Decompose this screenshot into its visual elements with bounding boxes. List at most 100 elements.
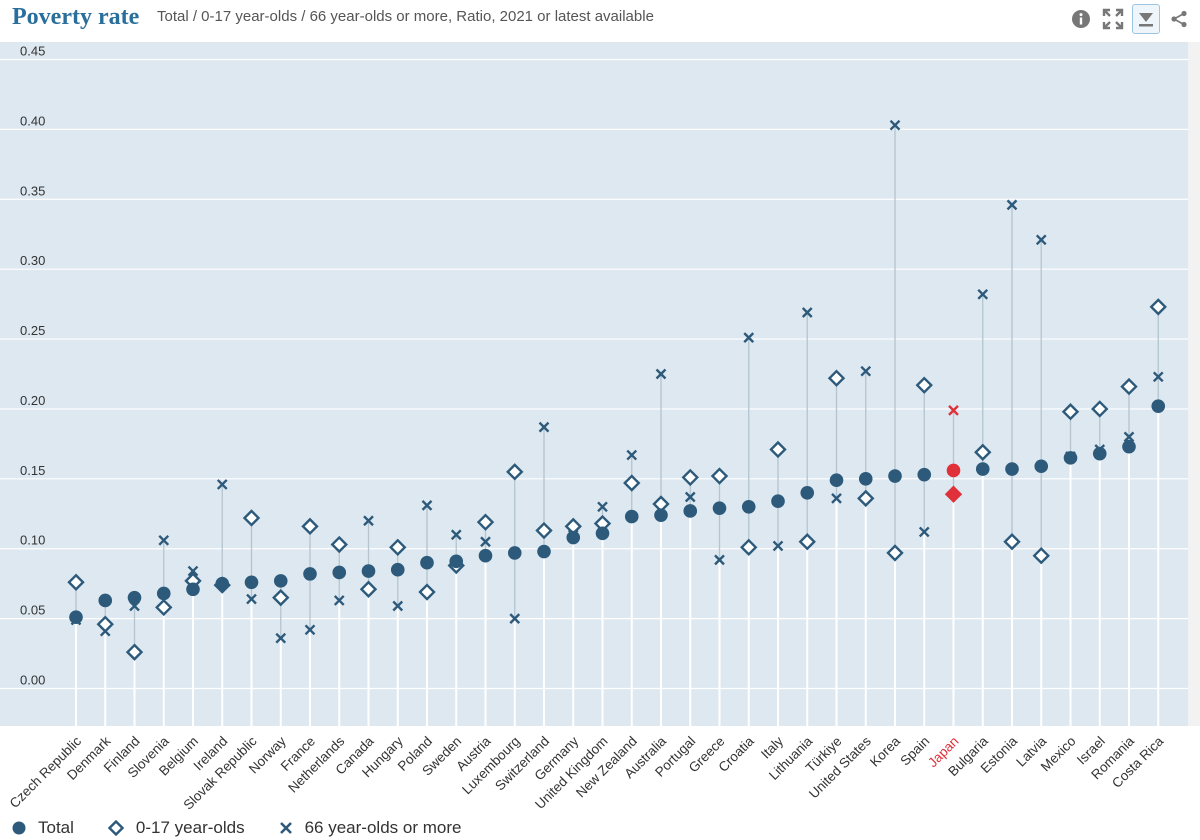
point-total-sweden [449,554,464,569]
point-66-year-olds-estonia [1006,199,1018,211]
point-total-portugal [683,504,698,518]
chart-legend: Total 0-17 year-olds 66 year-olds or mor… [12,818,495,838]
point-total-belgium [186,582,200,597]
point-66-year-olds-slovenia [158,534,170,546]
point-66-year-olds-netherlands [333,595,345,606]
fullscreen-icon[interactable] [1100,5,1126,33]
point-0-17-year-olds-korea [886,544,904,562]
point-0-17-year-olds-hungary [389,538,407,557]
point-0-17-year-olds-slovenia [155,598,173,617]
point-total-united-kingdom [595,526,610,541]
share-icon[interactable] [1166,5,1192,33]
x-tick-label-spain: Spain [897,734,932,769]
point-total-israel [1092,446,1107,461]
point-total-hungary [390,562,405,577]
chart-subtitle: Total / 0-17 year-olds / 66 year-olds or… [157,8,654,25]
point-0-17-year-olds-canada [359,580,378,598]
point-0-17-year-olds-new-zealand [623,474,641,492]
point-66-year-olds-united-kingdom [597,501,608,513]
point-0-17-year-olds-portugal [681,468,699,487]
download-icon[interactable] [1132,4,1160,34]
point-66-year-olds-spain [918,526,930,538]
point-66-year-olds-portugal [684,491,696,503]
point-0-17-year-olds-italy [769,440,787,459]
point-0-17-year-olds-spain [915,376,933,394]
point-66-year-olds-belgium [187,565,199,577]
point-total-romania [1122,439,1136,454]
point-66-year-olds-australia [655,368,667,380]
point-total-japan [946,463,961,478]
toolbar [1068,4,1192,34]
plot-area [0,42,1188,726]
point-66-year-olds-greece [714,554,725,566]
scrollbar-track [1188,42,1200,726]
point-total-austria [478,548,493,563]
point-0-17-year-olds-norway [272,588,290,607]
point-66-year-olds-hungary [392,600,404,612]
legend-label-66-year-olds: 66 year-olds or more [304,818,462,837]
point-total-korea [888,469,902,483]
point-total-netherlands [332,565,347,580]
point-66-year-olds-romania [1123,431,1135,443]
y-tick-label: 0.35 [20,183,45,198]
point-0-17-year-olds-japan [944,485,963,503]
point-total-poland [420,555,434,570]
y-tick-label: 0.30 [20,253,45,268]
legend-label-total: Total [38,818,74,837]
legend-item-66-year-olds[interactable]: 66 year-olds or more [279,818,462,838]
point-0-17-year-olds-estonia [1003,533,1021,551]
point-total-united-states [858,472,873,486]
legend-label-0-17-year-olds: 0-17 year-olds [135,818,245,837]
point-66-year-olds-france [304,624,316,636]
point-total-new-zealand [624,509,639,524]
point-total-norway [273,574,288,588]
point-66-year-olds-italy [772,540,784,552]
y-tick-label: 0.45 [20,44,45,59]
point-total-denmark [98,593,113,608]
point-66-year-olds-austria [480,536,491,548]
y-tick-label: 0.25 [20,323,45,338]
circle-marker-icon [12,821,26,835]
point-total-lithuania [800,486,815,500]
point-0-17-year-olds-lithuania [798,533,816,551]
point-0-17-year-olds-netherlands [330,535,348,554]
point-total-italy [771,494,785,508]
point-total-costa-rica [1151,399,1166,413]
point-0-17-year-olds-finland [125,643,144,661]
point-total-switzerland [537,544,551,559]
point-66-year-olds-ireland [216,479,228,490]
point-66-year-olds-slovak-republic [246,593,257,605]
point-total-germany [566,530,581,545]
point-0-17-year-olds-romania [1120,377,1138,396]
point-0-17-year-olds-bulgaria [974,443,992,461]
cross-marker-icon [279,822,292,834]
point-66-year-olds-switzerland [538,421,550,433]
point-0-17-year-olds-austria [476,513,495,531]
info-icon[interactable] [1068,5,1094,33]
point-0-17-year-olds-switzerland [535,521,553,540]
legend-item-0-17-year-olds[interactable]: 0-17 year-olds [107,818,245,838]
point-total-greece [712,501,727,515]
point-66-year-olds-united-states [860,365,872,377]
point-66-year-olds-luxembourg [509,613,521,624]
y-tick-label: 0.15 [20,463,45,478]
point-66-year-olds-canada [363,515,374,527]
point-total-croatia [741,499,756,514]
y-tick-label: 0.40 [20,113,45,128]
point-66-year-olds-costa-rica [1152,371,1164,383]
point-total-mexico [1063,451,1078,465]
point-66-year-olds-japan [948,404,959,416]
legend-item-total[interactable]: Total [12,818,74,838]
point-0-17-year-olds-costa-rica [1149,298,1167,316]
chart-header: Poverty rate Total / 0-17 year-olds / 66… [0,0,1200,42]
point-total-slovak-republic [244,575,259,590]
point-0-17-year-olds-israel [1091,400,1109,418]
point-total-ireland [215,576,230,591]
point-total-australia [654,508,668,522]
point-66-year-olds-korea [889,119,901,131]
point-total-france [303,567,317,581]
point-total-luxembourg [507,546,522,560]
point-0-17-year-olds-czech-republic [67,573,85,591]
point-66-year-olds-latvia [1035,234,1047,246]
point-66-year-olds-croatia [743,332,755,344]
